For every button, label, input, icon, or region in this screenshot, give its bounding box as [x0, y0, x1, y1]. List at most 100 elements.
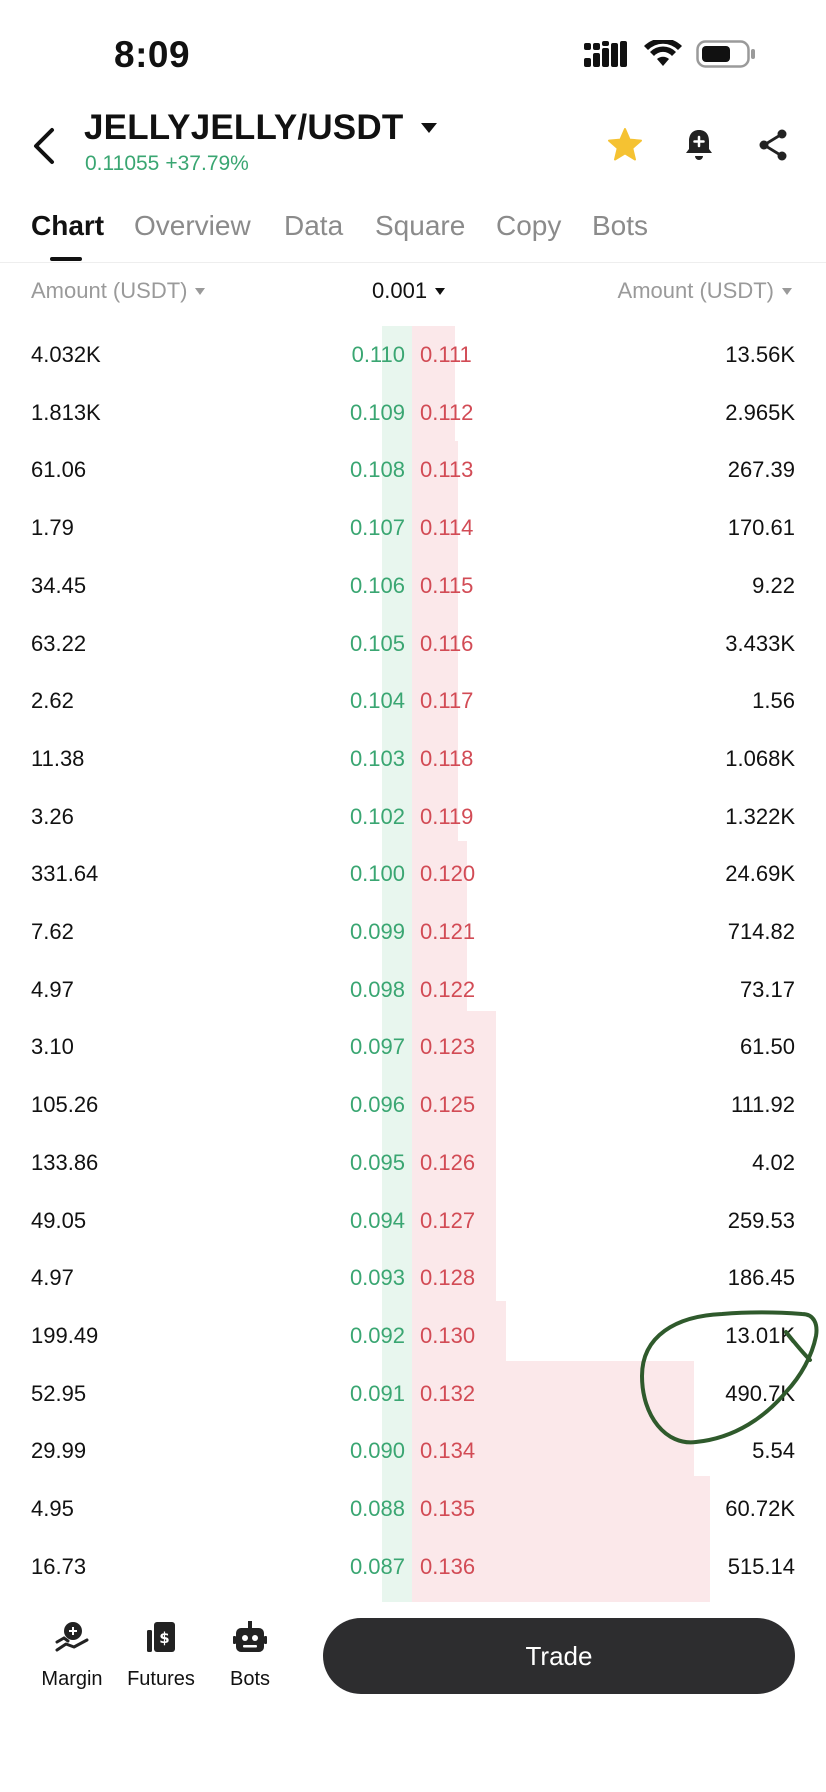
bid-amount: 34.45: [31, 572, 87, 598]
order-book-row[interactable]: 133.86 0.095 0.126 4.02: [0, 1134, 826, 1192]
bots-label: Bots: [229, 1668, 271, 1690]
caret-down-icon: [435, 287, 446, 295]
pair-price-info: 0.11055 +37.79%: [85, 152, 249, 176]
tab-overview[interactable]: Overview: [134, 210, 251, 241]
ask-price: 0.132: [420, 1380, 476, 1406]
header-actions: [606, 126, 792, 164]
order-book-row[interactable]: 1.813K 0.109 0.112 2.965K: [0, 384, 826, 442]
margin-button[interactable]: Margin: [27, 1620, 117, 1691]
price-alert-button[interactable]: [680, 126, 718, 164]
bid-price: 0.108: [349, 457, 405, 483]
order-book-row[interactable]: 4.97 0.098 0.122 73.17: [0, 961, 826, 1019]
chevron-left-icon: [34, 128, 54, 164]
futures-icon: $: [147, 1622, 175, 1652]
order-book-row[interactable]: 16.73 0.087 0.136 515.14: [0, 1538, 826, 1596]
pair-selector[interactable]: JELLYJELLY/USDT: [84, 108, 438, 148]
status-icons: [584, 40, 756, 68]
ask-price: 0.113: [420, 457, 474, 483]
ask-amount-unit-selector[interactable]: Amount (USDT): [618, 278, 792, 304]
bid-price: 0.109: [349, 399, 405, 425]
tab-square[interactable]: Square: [375, 210, 466, 241]
bottom-action-bar: Margin $ Futures Bots Trade: [0, 1600, 826, 1710]
bid-amount: 61.06: [31, 457, 87, 483]
ask-amount: 515.14: [727, 1553, 795, 1579]
ask-price: 0.119: [420, 803, 474, 829]
ask-amount: 9.22: [752, 572, 795, 598]
order-book-row[interactable]: 61.06 0.108 0.113 267.39: [0, 441, 826, 499]
tab-chart[interactable]: Chart: [31, 210, 105, 241]
tab-bots[interactable]: Bots: [592, 210, 649, 241]
order-book-row[interactable]: 105.26 0.096 0.125 111.92: [0, 1076, 826, 1134]
favorite-button[interactable]: [606, 126, 644, 164]
back-button[interactable]: [28, 126, 62, 166]
bid-amount: 49.05: [31, 1207, 87, 1233]
ask-price: 0.121: [420, 919, 476, 944]
ask-depth-bar: [412, 841, 467, 1011]
bid-price: 0.097: [349, 1034, 405, 1060]
ask-amount: 61.50: [739, 1034, 795, 1060]
star-icon: [608, 128, 642, 161]
precision-selector[interactable]: 0.001: [372, 278, 446, 304]
bid-amount-unit-selector[interactable]: Amount (USDT): [31, 278, 206, 304]
order-book-row[interactable]: 11.38 0.103 0.118 1.068K: [0, 730, 826, 788]
futures-label: Futures: [127, 1668, 195, 1690]
order-book-row[interactable]: 49.05 0.094 0.127 259.53: [0, 1192, 826, 1250]
ask-depth-bar: [412, 441, 458, 841]
share-button[interactable]: [754, 126, 792, 164]
order-book-row[interactable]: 3.10 0.097 0.123 61.50: [0, 1018, 826, 1076]
bid-amount: 4.97: [31, 976, 74, 1002]
bid-price: 0.103: [349, 745, 405, 771]
order-book-row[interactable]: 331.64 0.100 0.120 24.69K: [0, 845, 826, 903]
order-book-row[interactable]: 34.45 0.106 0.115 9.22: [0, 557, 826, 615]
ask-price: 0.116: [420, 630, 474, 656]
bid-price: 0.104: [349, 688, 405, 714]
ask-depth-bar: [412, 1301, 506, 1361]
ask-price: 0.126: [420, 1149, 476, 1175]
bid-price: 0.090: [349, 1438, 405, 1464]
share-icon: [759, 129, 787, 161]
bid-amount: 4.032K: [31, 342, 101, 367]
order-book-row[interactable]: 199.49 0.092 0.130 13.01K: [0, 1307, 826, 1365]
ask-amount: 3.433K: [725, 630, 795, 656]
pair-header: JELLYJELLY/USDT 0.11055 +37.79%: [0, 100, 826, 190]
order-book-row[interactable]: 2.62 0.104 0.117 1.56: [0, 672, 826, 730]
bid-amount: 105.26: [31, 1092, 99, 1118]
order-book-row[interactable]: 63.22 0.105 0.116 3.433K: [0, 615, 826, 673]
bid-amount: 11.38: [31, 745, 85, 771]
caret-down-icon: [195, 287, 206, 295]
margin-icon: [55, 1622, 89, 1652]
ask-price: 0.117: [420, 688, 474, 714]
order-book-row[interactable]: 3.26 0.102 0.119 1.322K: [0, 788, 826, 846]
status-bar: 8:09: [0, 0, 826, 110]
ask-amount: 111.92: [730, 1092, 795, 1118]
bid-price: 0.106: [349, 572, 405, 598]
tab-copy[interactable]: Copy: [496, 210, 562, 241]
order-book-header: Amount (USDT) 0.001 Amount (USDT): [0, 276, 826, 310]
bid-price: 0.093: [349, 1265, 405, 1291]
tab-data[interactable]: Data: [284, 210, 344, 241]
order-book-row[interactable]: 4.95 0.088 0.135 60.72K: [0, 1480, 826, 1538]
order-book-row[interactable]: 4.032K 0.110 0.111 13.56K: [0, 326, 826, 384]
futures-button[interactable]: $ Futures: [116, 1620, 206, 1691]
order-book-row[interactable]: 4.97 0.093 0.128 186.45: [0, 1249, 826, 1307]
order-book-row[interactable]: 1.79 0.107 0.114 170.61: [0, 499, 826, 557]
order-book-row[interactable]: 7.62 0.099 0.121 714.82: [0, 903, 826, 961]
ask-amount-unit-label: Amount (USDT): [617, 278, 774, 303]
battery-icon: [696, 40, 755, 68]
bid-price: 0.098: [349, 976, 405, 1002]
ask-price: 0.115: [420, 572, 474, 598]
ask-amount: 60.72K: [725, 1496, 795, 1521]
bid-amount: 29.99: [31, 1438, 87, 1464]
bell-plus-icon: [686, 130, 712, 160]
order-book-row[interactable]: 52.95 0.091 0.132 490.7K: [0, 1365, 826, 1423]
bid-amount: 4.95: [31, 1496, 74, 1521]
bots-icon: [233, 1621, 267, 1652]
bots-button[interactable]: Bots: [205, 1620, 295, 1691]
bid-price: 0.105: [349, 630, 405, 656]
tab-bar: Chart Overview Data Square Copy Bots: [0, 205, 826, 263]
order-book-row[interactable]: 29.99 0.090 0.134 5.54: [0, 1422, 826, 1480]
margin-label: Margin: [41, 1668, 103, 1690]
bid-price: 0.091: [349, 1380, 405, 1406]
ask-price: 0.120: [420, 861, 476, 887]
trade-button[interactable]: Trade: [323, 1618, 795, 1694]
